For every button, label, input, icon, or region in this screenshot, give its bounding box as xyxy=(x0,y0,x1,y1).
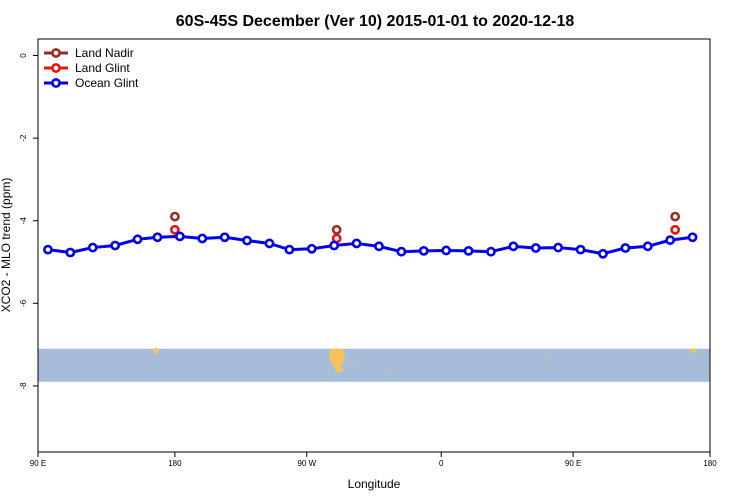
series-line xyxy=(47,234,693,256)
data-point xyxy=(132,234,143,245)
data-point xyxy=(463,245,474,256)
legend-item: Land Glint xyxy=(44,61,130,75)
plot-frame xyxy=(37,38,711,453)
data-point xyxy=(219,232,230,243)
y-tick-label: 0 xyxy=(19,53,28,58)
x-tick-label: 180 xyxy=(168,459,182,468)
y-tick-label: -4 xyxy=(19,217,28,225)
ocean-band xyxy=(38,348,710,382)
land-shapes xyxy=(153,347,696,373)
y-tick-label: -8 xyxy=(19,382,28,390)
data-point xyxy=(329,240,340,251)
data-point xyxy=(284,244,295,255)
land-fragment xyxy=(387,369,389,372)
data-point xyxy=(642,241,653,252)
data-point xyxy=(553,242,564,253)
data-point xyxy=(43,244,53,255)
chart-title: 60S-45S December (Ver 10) 2015-01-01 to … xyxy=(176,13,575,30)
x-axis-title: Longitude xyxy=(348,477,401,491)
data-point xyxy=(110,240,121,251)
y-tick-label: -6 xyxy=(19,299,28,307)
data-point xyxy=(306,243,317,254)
data-point xyxy=(670,211,681,222)
legend-marker xyxy=(51,78,61,88)
data-point xyxy=(169,211,180,222)
data-point xyxy=(598,248,608,259)
data-point xyxy=(486,246,496,257)
data-point xyxy=(396,246,407,257)
legend-marker xyxy=(51,63,61,73)
land-fragment xyxy=(350,361,354,364)
data-point xyxy=(374,241,384,252)
data-point xyxy=(152,232,163,243)
data-point xyxy=(331,224,342,235)
x-axis-ticks: 90 E 180 90 W 0 90 E 180 xyxy=(30,452,717,468)
land-fragment xyxy=(544,356,548,359)
data-point xyxy=(665,235,676,246)
legend-label: Ocean Glint xyxy=(75,76,139,90)
data-point xyxy=(264,238,275,249)
data-point xyxy=(670,224,681,235)
land-fragment xyxy=(690,348,696,354)
data-point xyxy=(441,245,452,256)
data-point xyxy=(687,232,698,243)
legend-label: Land Glint xyxy=(75,61,130,75)
data-point xyxy=(242,235,252,246)
data-point xyxy=(575,244,586,255)
legend-item: Land Nadir xyxy=(44,46,134,60)
y-axis-title: XCO2 - MLO trend (ppm) xyxy=(0,178,13,313)
x-tick-label: 180 xyxy=(703,459,717,468)
legend-label: Land Nadir xyxy=(75,46,134,60)
data-point xyxy=(530,243,541,253)
data-point xyxy=(87,242,98,253)
data-point xyxy=(508,241,519,252)
legend-item: Ocean Glint xyxy=(44,76,139,90)
y-tick-label: -2 xyxy=(19,134,28,142)
legend-marker xyxy=(51,48,61,58)
data-point xyxy=(620,243,631,253)
series-land-nadir xyxy=(169,211,681,235)
land-fragment xyxy=(153,347,159,354)
series-ocean-glint xyxy=(43,231,698,259)
x-tick-label: 90 E xyxy=(30,459,46,468)
data-point xyxy=(65,247,76,258)
map-band xyxy=(38,347,710,382)
land-fragment xyxy=(329,348,345,373)
data-point xyxy=(174,231,185,242)
data-point xyxy=(197,233,208,244)
data-point xyxy=(169,224,180,235)
data-point xyxy=(351,238,362,249)
x-tick-label: 90 W xyxy=(297,459,316,468)
series-layer xyxy=(43,211,698,259)
x-tick-label: 0 xyxy=(439,459,444,468)
data-point xyxy=(418,245,429,256)
y-axis-ticks: 0 -2 -4 -6 -8 xyxy=(19,53,38,390)
x-tick-label: 90 E xyxy=(565,459,581,468)
